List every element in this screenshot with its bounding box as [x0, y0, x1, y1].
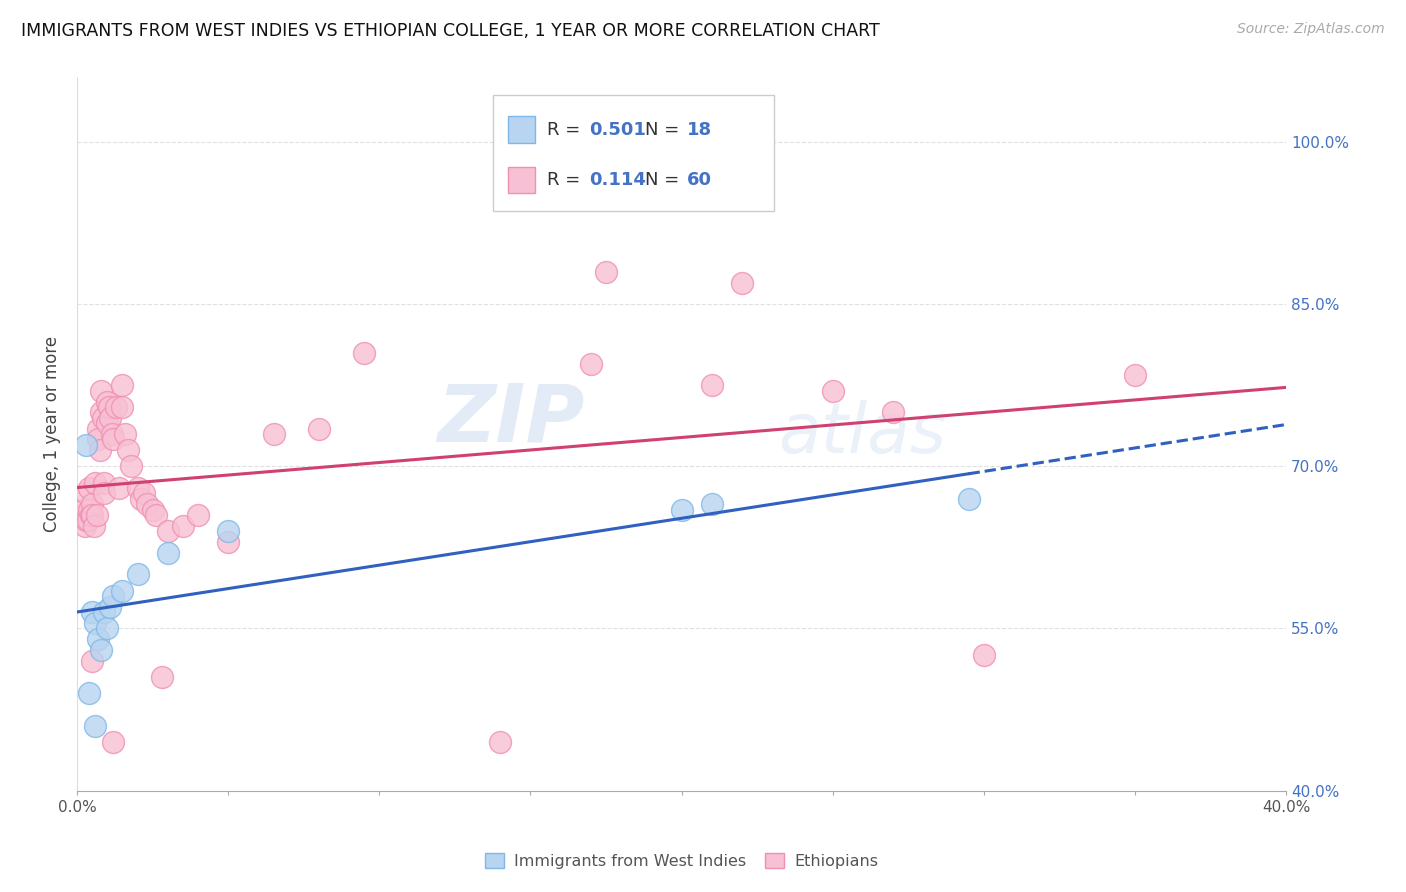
Point	[111, 583, 134, 598]
Text: 60: 60	[688, 171, 713, 189]
Point	[103, 433, 125, 447]
Point	[121, 459, 143, 474]
Point	[882, 405, 904, 419]
Point	[150, 670, 173, 684]
Point	[114, 427, 136, 442]
Text: IMMIGRANTS FROM WEST INDIES VS ETHIOPIAN COLLEGE, 1 YEAR OR MORE CORRELATION CHA: IMMIGRANTS FROM WEST INDIES VS ETHIOPIAN…	[21, 22, 880, 40]
Point	[96, 416, 118, 430]
Point	[127, 567, 149, 582]
Point	[353, 346, 375, 360]
Text: 0.114: 0.114	[589, 171, 645, 189]
Text: 0.501: 0.501	[589, 120, 645, 139]
Point	[172, 518, 194, 533]
Point	[87, 632, 110, 647]
Point	[75, 486, 97, 500]
Point	[84, 719, 107, 733]
Point	[98, 599, 121, 614]
Point	[97, 400, 120, 414]
Point	[105, 400, 128, 414]
Point	[91, 410, 114, 425]
Point	[700, 378, 723, 392]
Point	[87, 433, 110, 447]
Point	[127, 481, 149, 495]
Text: R =: R =	[547, 171, 585, 189]
Point	[73, 518, 96, 533]
Point	[86, 508, 108, 522]
Text: N =: N =	[645, 171, 685, 189]
Point	[89, 443, 111, 458]
Text: ZIP: ZIP	[437, 381, 585, 458]
Text: N =: N =	[645, 120, 685, 139]
Point	[111, 400, 134, 414]
Point	[263, 427, 285, 442]
Text: R =: R =	[547, 120, 585, 139]
Point	[82, 605, 104, 619]
Point	[579, 357, 602, 371]
Point	[93, 475, 115, 490]
Point	[103, 735, 125, 749]
Point	[156, 524, 179, 539]
Point	[135, 497, 157, 511]
Point	[93, 605, 115, 619]
Point	[117, 443, 139, 458]
Point	[98, 410, 121, 425]
Point	[96, 622, 118, 636]
Point	[75, 513, 97, 527]
Point	[489, 735, 512, 749]
Point	[93, 486, 115, 500]
Point	[87, 421, 110, 435]
Point	[145, 508, 167, 522]
Point	[84, 475, 107, 490]
Point	[76, 513, 98, 527]
Point	[308, 421, 330, 435]
Point	[111, 378, 134, 392]
Point	[132, 486, 155, 500]
Point	[80, 508, 103, 522]
Text: atlas: atlas	[779, 401, 946, 467]
Point	[90, 405, 112, 419]
Point	[142, 502, 165, 516]
Point	[90, 643, 112, 657]
Point	[973, 648, 995, 663]
Point	[156, 546, 179, 560]
Point	[101, 427, 124, 442]
Point	[1123, 368, 1146, 382]
Point	[83, 518, 105, 533]
Point	[90, 384, 112, 398]
Point	[75, 438, 97, 452]
Point	[84, 616, 107, 631]
Point	[595, 265, 617, 279]
Legend: Immigrants from West Indies, Ethiopians: Immigrants from West Indies, Ethiopians	[478, 847, 884, 875]
Point	[96, 394, 118, 409]
Point	[82, 654, 104, 668]
Point	[82, 508, 104, 522]
Point	[217, 535, 239, 549]
Point	[821, 384, 844, 398]
Point	[77, 481, 100, 495]
Point	[957, 491, 980, 506]
Point	[72, 502, 94, 516]
Point	[77, 502, 100, 516]
Point	[129, 491, 152, 506]
Text: 18: 18	[688, 120, 713, 139]
Text: Source: ZipAtlas.com: Source: ZipAtlas.com	[1237, 22, 1385, 37]
Point	[82, 497, 104, 511]
Y-axis label: College, 1 year or more: College, 1 year or more	[44, 336, 60, 532]
Point	[217, 524, 239, 539]
Point	[700, 497, 723, 511]
Point	[108, 481, 131, 495]
Point	[77, 686, 100, 700]
Point	[671, 502, 693, 516]
Point	[70, 508, 93, 522]
Point	[103, 589, 125, 603]
Point	[731, 276, 754, 290]
Point	[187, 508, 209, 522]
